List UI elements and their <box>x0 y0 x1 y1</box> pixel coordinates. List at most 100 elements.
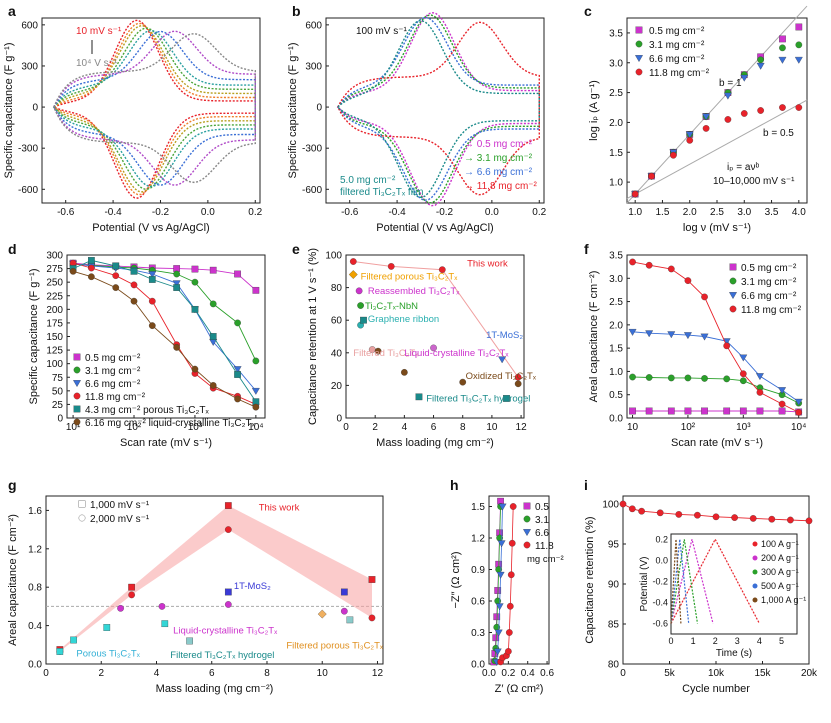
legend-marker <box>752 597 758 603</box>
legend-marker <box>635 68 643 76</box>
x-tick-label: 6 <box>431 422 437 433</box>
data-point <box>514 380 522 388</box>
legend-label: 6.16 mg cm⁻² liquid-crystalline Ti₃C₂Tₓ <box>85 418 256 429</box>
cv-curve <box>52 29 257 188</box>
data-point <box>702 125 710 132</box>
legend-label: 6.6 mg cm⁻² <box>85 379 141 390</box>
legend-label: 1,000 A g⁻¹ <box>761 595 806 605</box>
data-point <box>88 264 95 272</box>
legend-marker <box>752 569 758 575</box>
inset-y-axis-label: Potential (V) <box>639 556 650 611</box>
annotation: iₚ = aνᵇ <box>727 162 759 173</box>
data-point <box>723 92 732 100</box>
data-point <box>683 332 692 340</box>
data-point <box>368 614 376 622</box>
annotation: Filtered porous Ti₃C₂Tₓ <box>286 641 384 652</box>
data-point <box>438 266 446 274</box>
legend-unit: mg cm⁻² <box>527 554 564 565</box>
panel-label: d <box>8 241 17 257</box>
y-tick-label: 100 <box>602 500 619 511</box>
legend-marker <box>729 263 737 271</box>
y-tick-label: 1.2 <box>471 534 485 545</box>
y-tick-label: -600 <box>302 185 322 196</box>
inset-x-tick-label: 3 <box>735 636 740 646</box>
x-tick-label: 8 <box>460 422 466 433</box>
y-tick-label: 1.5 <box>471 502 485 513</box>
legend-marker <box>523 541 531 549</box>
data-point <box>795 23 803 31</box>
data-point <box>638 507 645 515</box>
x-axis-label: Scan rate (mV s⁻¹) <box>671 437 763 449</box>
plot-frame <box>488 495 550 665</box>
x-tick-label: 0.0 <box>482 668 496 679</box>
y-tick-label: 0 <box>336 414 342 425</box>
y-tick-label: 600 <box>305 20 322 31</box>
y-tick-label: 300 <box>305 61 322 72</box>
legend-label: → 11.8 mg cm⁻² <box>464 181 538 192</box>
panel-g: g 0 2 4 6 8 10 12 0.0 0.4 0.8 1.2 1.6 Mass loading (m… <box>7 477 384 695</box>
x-tick-label: -0.4 <box>388 207 406 218</box>
x-tick-label: 0.4 <box>521 668 535 679</box>
legend-label: 3.1 mg cm⁻² <box>741 277 797 288</box>
data-point <box>756 407 764 415</box>
annotation: Porous Ti₃C₂Tₓ <box>76 648 140 659</box>
cv-curve <box>336 11 540 207</box>
inset-y-tick-label: 0.2 <box>655 534 668 544</box>
data-point <box>701 407 708 415</box>
annotation: Filtered Ti₃C₂Tₓ hydrogel <box>170 650 274 661</box>
x-tick-label: 12 <box>516 422 528 433</box>
inset-x-tick-label: 1 <box>691 636 696 646</box>
y-axis-label: Specific capacitance (F g⁻¹) <box>287 42 299 178</box>
data-point <box>130 297 138 305</box>
data-point <box>795 41 803 49</box>
legend-label: 0.5 mg cm⁻² <box>85 353 141 364</box>
legend-label: 300 A g⁻¹ <box>761 567 799 577</box>
y-tick-label: 80 <box>608 660 620 671</box>
x-tick-label: 10 <box>486 422 498 433</box>
y-tick-label: 300 <box>21 61 38 72</box>
x-tick-label: 4.0 <box>792 207 806 218</box>
legend-marker <box>635 55 643 62</box>
legend-marker <box>523 529 531 536</box>
data-point <box>686 136 694 144</box>
y-axis-label: Specific capacitance (F g⁻¹) <box>28 268 40 404</box>
legend-label: 6.6 <box>535 528 549 539</box>
data-point <box>645 330 654 338</box>
data-point <box>675 511 683 518</box>
gcd-curve <box>670 539 714 624</box>
annotation: Graphene ribbon <box>368 314 439 325</box>
x-tick-label: 0.2 <box>501 668 515 679</box>
y-axis-label: Capacitance retention (%) <box>584 516 596 643</box>
data-point <box>173 270 181 278</box>
annotation: Filtered Ti₃C₂Tₓ <box>353 348 419 359</box>
gcd-curve <box>670 539 690 624</box>
data-point <box>158 603 166 610</box>
data-point <box>756 389 764 396</box>
data-point <box>234 270 241 278</box>
legend-label: → 3.1 mg cm⁻² <box>464 153 533 164</box>
legend-marker <box>729 277 737 285</box>
data-point <box>628 328 637 336</box>
legend-label: 0.5 <box>535 502 549 513</box>
data-point <box>723 407 731 415</box>
x-tick-label: 4 <box>402 422 408 433</box>
data-point <box>70 636 77 644</box>
data-point <box>186 637 193 645</box>
y-tick-label: 250 <box>46 278 63 289</box>
data-point <box>739 377 747 385</box>
y-tick-label: 0.6 <box>471 597 485 608</box>
y-tick-label: 0 <box>32 103 38 114</box>
data-point <box>368 576 376 583</box>
data-point <box>191 305 199 313</box>
x-tick-label: 1.0 <box>628 207 642 218</box>
data-point <box>224 526 232 533</box>
data-point <box>684 374 692 382</box>
x-tick-label: 3.0 <box>737 207 751 218</box>
legend-label: 200 A g⁻¹ <box>761 553 799 563</box>
data-point <box>756 62 765 70</box>
x-axis-label: Potential (V vs Ag/AgCl) <box>376 222 493 234</box>
data-point <box>757 56 764 64</box>
x-tick-label: 0.0 <box>201 207 215 218</box>
legend-label: 6.6 mg cm⁻² <box>741 291 797 302</box>
y-tick-label: 1.0 <box>609 178 623 189</box>
